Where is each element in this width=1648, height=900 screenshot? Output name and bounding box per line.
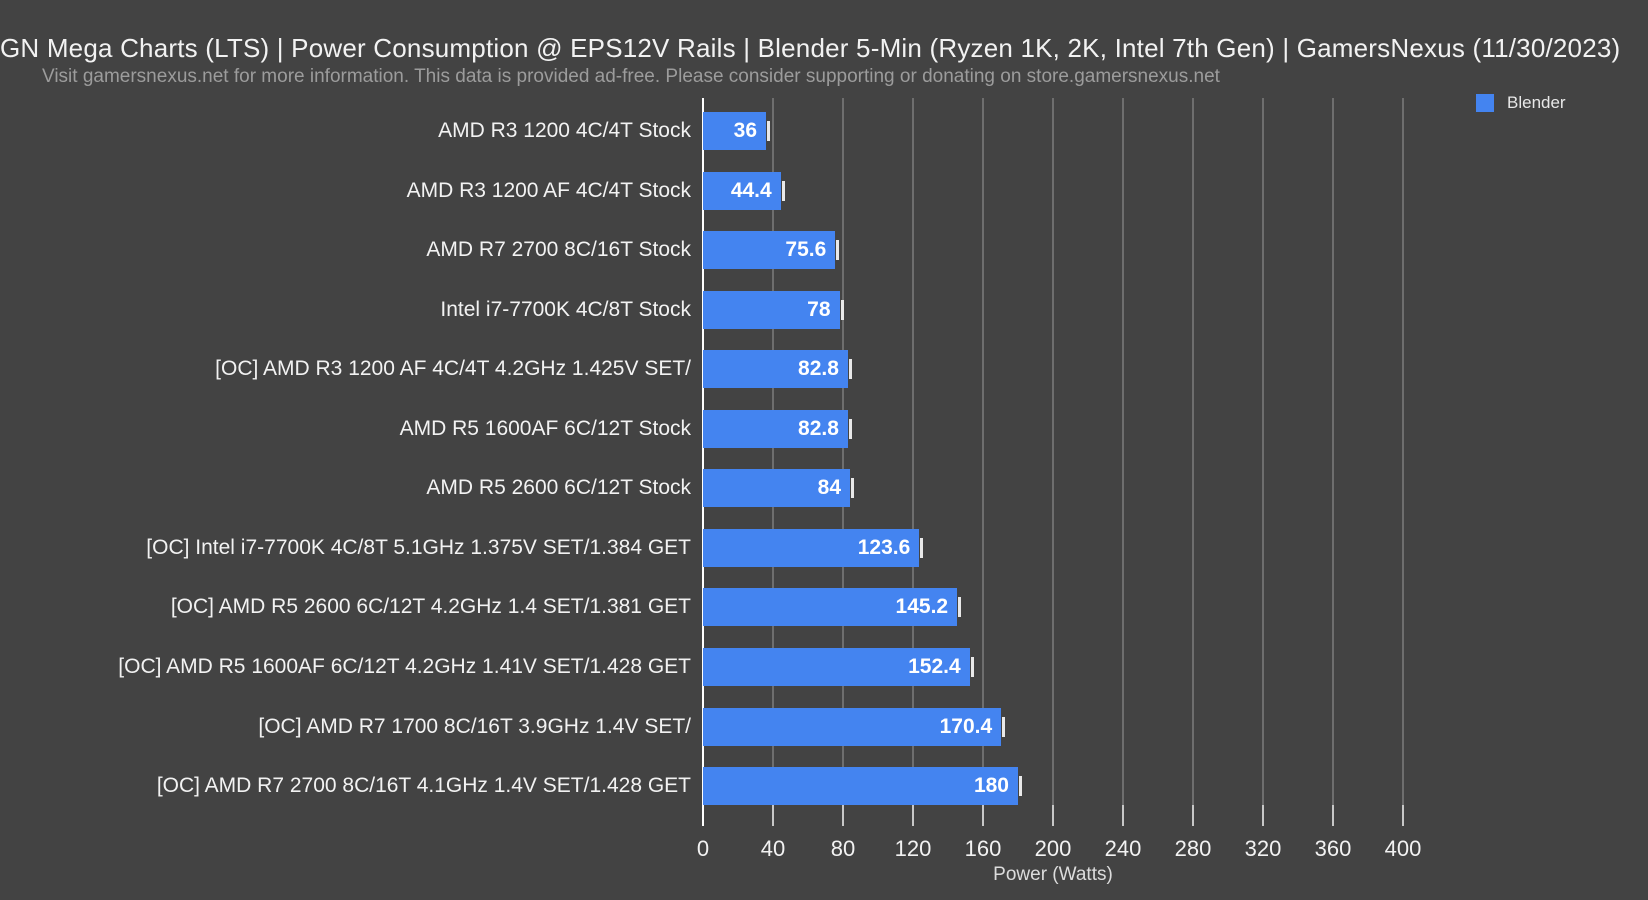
category-label: AMD R3 1200 4C/4T Stock bbox=[438, 119, 691, 142]
bar-value-label: 170.4 bbox=[939, 714, 993, 738]
gridline bbox=[1402, 98, 1404, 805]
bar-value-label: 145.2 bbox=[895, 595, 949, 619]
x-axis-tick bbox=[842, 805, 844, 826]
error-whisker bbox=[970, 657, 974, 678]
error-whisker bbox=[781, 180, 785, 201]
x-axis-tick-label: 120 bbox=[894, 836, 932, 861]
category-label: [OC] AMD R5 2600 6C/12T 4.2GHz 1.4 SET/1… bbox=[170, 595, 691, 619]
bar: 84 bbox=[703, 469, 850, 508]
x-axis-tick bbox=[1122, 805, 1124, 826]
bar-value-label: 180 bbox=[973, 774, 1009, 798]
x-axis-tick-label: 40 bbox=[760, 836, 786, 861]
x-axis-tick-label: 320 bbox=[1244, 836, 1282, 861]
error-whisker bbox=[1002, 716, 1006, 737]
category-label: Intel i7-7700K 4C/8T Stock bbox=[440, 297, 691, 321]
error-whisker bbox=[851, 478, 854, 499]
legend: Blender bbox=[1476, 93, 1566, 113]
x-axis-tick-label: 160 bbox=[964, 836, 1002, 861]
gridline bbox=[1192, 98, 1194, 805]
x-axis-tick-label: 400 bbox=[1384, 836, 1422, 861]
bar: 145.2 bbox=[703, 588, 958, 627]
category-label: [OC] AMD R3 1200 AF 4C/4T 4.2GHz 1.425V … bbox=[215, 357, 691, 381]
x-axis-title: Power (Watts) bbox=[993, 864, 1113, 885]
category-label: [OC] Intel i7-7700K 4C/8T 5.1GHz 1.375V … bbox=[146, 535, 691, 559]
x-axis-tick-label: 80 bbox=[830, 836, 856, 861]
error-whisker bbox=[1019, 776, 1022, 797]
category-label: AMD R5 1600AF 6C/12T Stock bbox=[399, 416, 691, 440]
error-whisker bbox=[836, 240, 840, 261]
chart-subtitle: Visit gamersnexus.net for more informati… bbox=[42, 66, 1220, 87]
x-axis-tick bbox=[1262, 805, 1264, 826]
error-whisker bbox=[958, 597, 962, 618]
bar-value-label: 82.8 bbox=[798, 416, 839, 440]
gridline bbox=[982, 98, 984, 805]
x-axis-tick bbox=[982, 805, 984, 826]
x-axis-tick bbox=[912, 805, 914, 826]
legend-swatch-icon bbox=[1476, 94, 1494, 112]
x-axis-tick-label: 200 bbox=[1034, 836, 1072, 861]
error-whisker bbox=[848, 359, 852, 380]
bar-value-label: 36 bbox=[733, 119, 757, 142]
error-whisker bbox=[767, 121, 770, 141]
x-axis-tick bbox=[1332, 805, 1334, 826]
x-axis-tick-label: 0 bbox=[696, 836, 710, 861]
bar: 180 bbox=[703, 767, 1018, 806]
gridline bbox=[1052, 98, 1054, 805]
bar-value-label: 44.4 bbox=[730, 178, 772, 202]
x-axis-tick bbox=[772, 805, 774, 826]
bar-value-label: 78 bbox=[807, 297, 831, 321]
gridline bbox=[772, 98, 774, 805]
bar-value-label: 123.6 bbox=[857, 535, 911, 559]
legend-label: Blender bbox=[1507, 93, 1566, 112]
error-whisker bbox=[920, 537, 924, 558]
bar: 36 bbox=[703, 112, 766, 150]
gridline bbox=[1332, 98, 1334, 805]
bar: 78 bbox=[703, 290, 840, 329]
bar: 82.8 bbox=[703, 350, 848, 389]
bar-value-label: 82.8 bbox=[798, 357, 839, 381]
bar: 44.4 bbox=[703, 171, 781, 210]
x-axis-tick-label: 360 bbox=[1314, 836, 1352, 861]
category-label: [OC] AMD R5 1600AF 6C/12T 4.2GHz 1.41V S… bbox=[118, 655, 691, 679]
bar: 152.4 bbox=[703, 648, 970, 687]
category-label: AMD R3 1200 AF 4C/4T Stock bbox=[406, 178, 691, 202]
gridline bbox=[842, 98, 844, 805]
category-label: AMD R7 2700 8C/16T Stock bbox=[426, 238, 691, 262]
error-whisker bbox=[848, 418, 852, 439]
x-axis-tick bbox=[1052, 805, 1054, 826]
y-axis-line bbox=[702, 98, 704, 826]
bar-value-label: 152.4 bbox=[908, 655, 961, 679]
bar: 170.4 bbox=[703, 707, 1002, 746]
category-label: [OC] AMD R7 1700 8C/16T 3.9GHz 1.4V SET/ bbox=[258, 714, 691, 738]
x-axis-tick-label: 280 bbox=[1174, 836, 1212, 861]
bar-value-label: 75.6 bbox=[785, 238, 827, 262]
bar-value-label: 84 bbox=[817, 476, 841, 500]
error-whisker bbox=[840, 299, 844, 320]
category-label: AMD R5 2600 6C/12T Stock bbox=[426, 476, 691, 500]
gridline bbox=[1262, 98, 1264, 805]
x-axis-tick-label: 240 bbox=[1104, 836, 1142, 861]
chart-title: GN Mega Charts (LTS) | Power Consumption… bbox=[0, 33, 1621, 63]
bar: 75.6 bbox=[703, 231, 836, 270]
x-axis-tick bbox=[1192, 805, 1194, 826]
gridline bbox=[912, 98, 914, 805]
x-axis-tick bbox=[1402, 805, 1404, 826]
bar: 123.6 bbox=[703, 528, 920, 567]
category-label: [OC] AMD R7 2700 8C/16T 4.1GHz 1.4V SET/… bbox=[156, 774, 691, 798]
bar: 82.8 bbox=[703, 409, 848, 448]
gridline bbox=[1122, 98, 1124, 805]
